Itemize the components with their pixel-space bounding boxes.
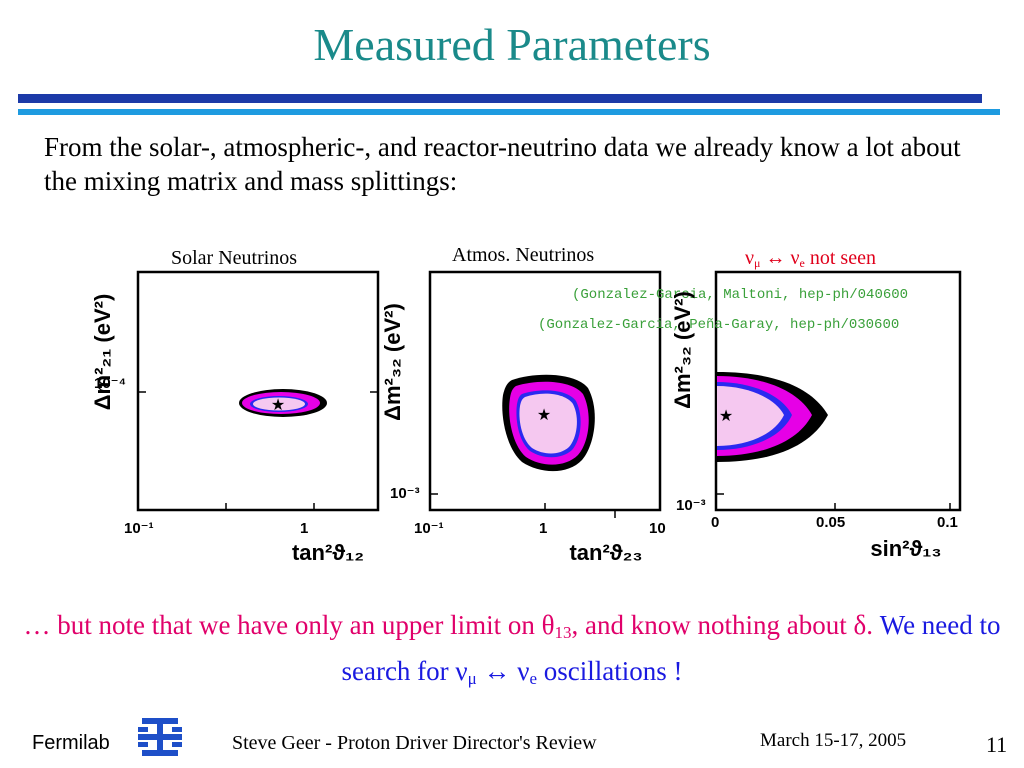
solar-plot: ★ Δm²₂₁ (eV²) 10⁻⁴ 10⁻¹ 1 tan²ϑ₁₂ [90,270,380,565]
atmos-ytick: 10⁻³ [390,485,420,502]
reactor-plot: ★ (Gonzalez-Garcia, Maltoni, hep-ph/0406… [538,270,962,561]
slide-title: Measured Parameters [313,19,711,70]
bottom-note: … but note that we have only an upper li… [23,610,1001,688]
solar-ytick: 10⁻⁴ [94,375,126,392]
title-rule-light [18,109,1000,115]
footer-date: March 15-17, 2005 [760,730,907,751]
svg-text:★: ★ [719,408,733,425]
atmos-xlabel: tan²ϑ₂₃ [569,540,642,565]
footer-presenter: Steve Geer - Proton Driver Director's Re… [232,732,597,754]
title-rule-dark [18,94,982,103]
footer-lab: Fermilab [32,732,110,754]
reactor-xtick-1: 0 [711,514,719,531]
intro-text: From the solar-, atmospheric-, and react… [44,132,961,196]
panel-label-atmos: Atmos. Neutrinos [452,244,595,266]
reactor-xlabel: sin²ϑ₁₃ [870,536,941,561]
svg-text:★: ★ [271,397,285,414]
panel-label-solar: Solar Neutrinos [171,247,298,269]
reactor-xtick-2: 0.05 [816,514,845,531]
solar-xtick-2: 1 [300,520,308,537]
reactor-citation-2: (Gonzalez-Garcia, Peña-Garay, hep-ph/030… [538,317,899,333]
note-part2: , and know nothing about δ. [571,610,880,640]
note-part4: oscillations ! [537,656,683,686]
slide-number: 11 [986,732,1008,757]
note-part3: We need to search for ν [341,610,1001,686]
atmos-plot: ★ Δm²₃₂ (eV²) 10⁻³ 10⁻¹ 1 10 tan²ϑ₂₃ [380,270,666,565]
reactor-ylabel: Δm²₃₂ (eV²) [670,291,695,409]
note-part1: … but note that we have only an upper li… [23,610,555,640]
reactor-xtick-3: 0.1 [937,514,958,531]
solar-ylabel: Δm²₂₁ (eV²) [90,294,115,411]
atmos-xtick-1: 10⁻¹ [414,520,444,537]
reactor-ytick: 10⁻³ [676,497,706,514]
svg-text:★: ★ [537,407,551,424]
panel-label-reactor: νμ ↔ νe not seen [745,247,876,270]
atmos-ylabel: Δm²₃₂ (eV²) [380,303,405,421]
reactor-citation-1: (Gonzalez-Garcia, Maltoni, hep-ph/040600 [572,287,908,303]
solar-xlabel: tan²ϑ₁₂ [292,540,364,565]
solar-xtick-1: 10⁻¹ [124,520,154,537]
fermilab-logo [138,718,182,756]
atmos-xtick-3: 10 [649,520,666,537]
atmos-xtick-2: 1 [539,520,547,537]
